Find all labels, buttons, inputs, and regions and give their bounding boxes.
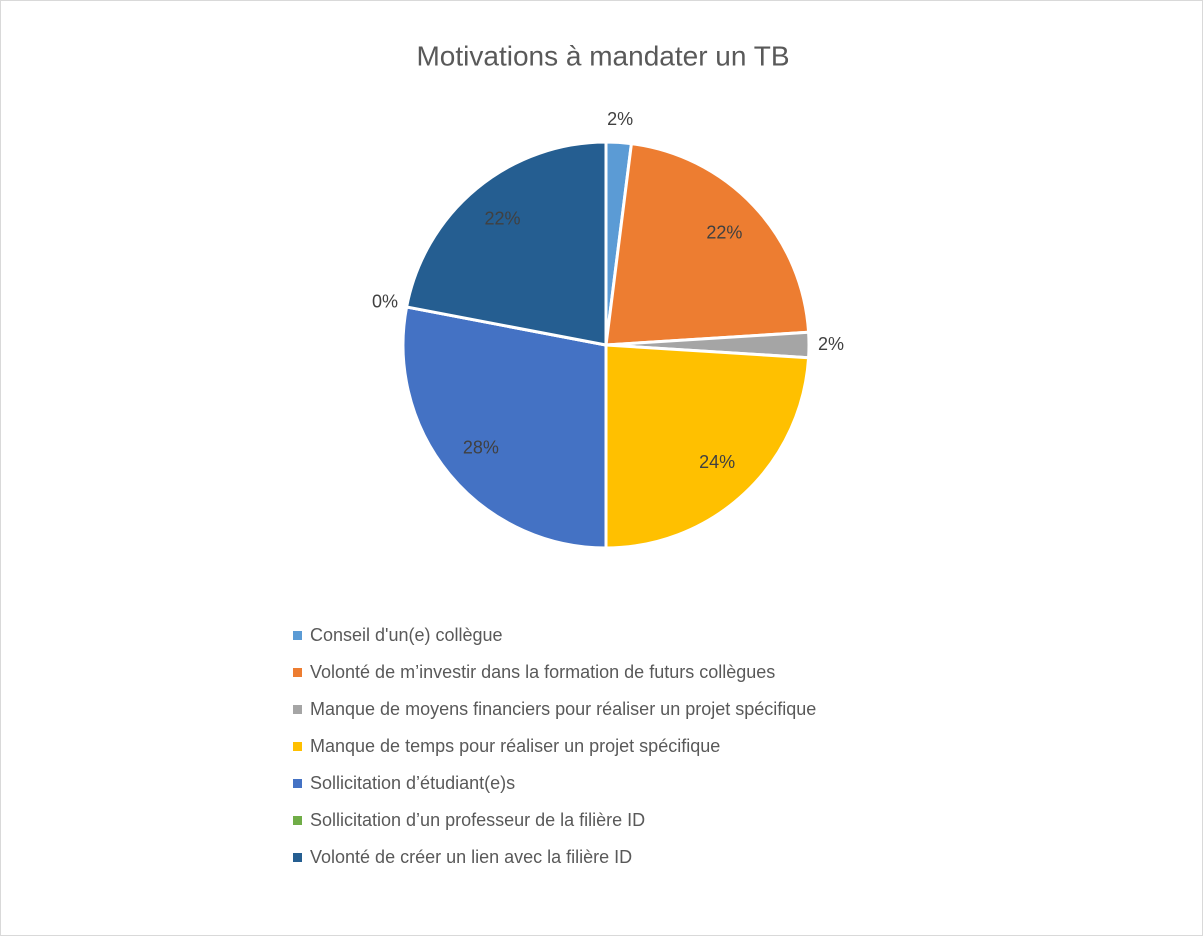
- legend-swatch: [293, 668, 302, 677]
- pie-slice: [401, 305, 608, 550]
- chart-title: Motivations à mandater un TB: [416, 40, 789, 71]
- data-label: 22%: [706, 223, 742, 243]
- data-label: 2%: [607, 109, 633, 129]
- data-label: 0%: [372, 292, 398, 312]
- legend-label: Manque de temps pour réaliser un projet …: [310, 736, 720, 756]
- data-label: 24%: [699, 452, 735, 472]
- legend-label: Conseil d'un(e) collègue: [310, 625, 503, 645]
- legend-swatch: [293, 853, 302, 862]
- legend-swatch: [293, 816, 302, 825]
- legend-label: Volonté de m’investir dans la formation …: [310, 662, 775, 682]
- data-label: 28%: [463, 437, 499, 457]
- pie-slice: [604, 141, 811, 347]
- legend-label: Sollicitation d’étudiant(e)s: [310, 773, 515, 793]
- legend-swatch: [293, 779, 302, 788]
- legend-label: Manque de moyens financiers pour réalise…: [310, 699, 816, 719]
- pie-slice: [404, 140, 608, 347]
- legend-label: Volonté de créer un lien avec la filière…: [310, 847, 632, 867]
- data-label: 22%: [484, 209, 520, 229]
- legend-swatch: [293, 705, 302, 714]
- legend-label: Sollicitation d’un professeur de la fili…: [310, 810, 645, 830]
- legend-swatch: [293, 742, 302, 751]
- pie-slice: [604, 343, 811, 550]
- data-label: 2%: [818, 334, 844, 354]
- legend-swatch: [293, 631, 302, 640]
